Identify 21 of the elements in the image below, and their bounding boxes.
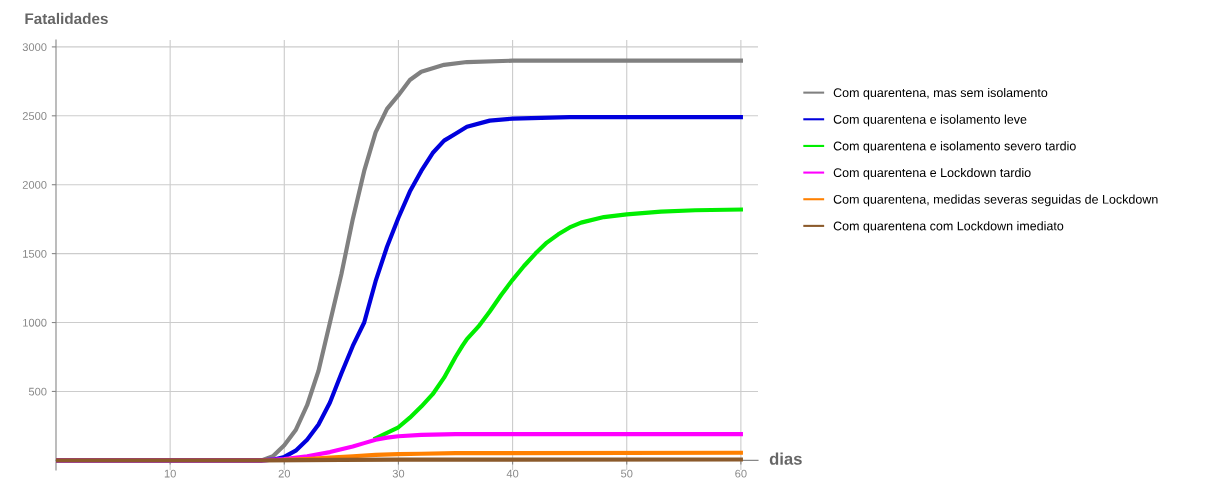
x-tick-label: 10 (164, 469, 176, 478)
x-tick-label: 50 (621, 469, 633, 478)
y-tick-label: 500 (28, 387, 47, 396)
line-series (373, 207, 743, 441)
y-axis-title: Fatalidades (25, 12, 108, 25)
x-tick-label: 20 (278, 469, 291, 478)
y-tick-label: 1500 (23, 249, 47, 258)
legend-label: Com quarentena e Lockdown tardio (833, 167, 1031, 180)
x-tick-label: 40 (506, 469, 519, 478)
legend-label: Com quarentena e isolamento severo tardio (833, 141, 1076, 153)
legend-label: Com quarentena com Lockdown imediato (833, 221, 1064, 233)
y-tick-label: 3000 (22, 43, 47, 52)
legend-label: Com quarentena, medidas severas seguidas de Lockdown (833, 194, 1158, 207)
x-axis-title: dias (769, 452, 802, 465)
y-tick-label: 1000 (23, 318, 47, 327)
x-tick-label: 60 (735, 469, 747, 478)
y-tick-label: 2500 (22, 112, 47, 120)
legend-label: Com quarentena e isolamento leve (833, 114, 1027, 127)
legend-label: Com quarentena, mas sem isolamento (833, 87, 1048, 100)
x-tick-label: 30 (392, 469, 405, 478)
y-tick-label: 2000 (22, 180, 47, 189)
